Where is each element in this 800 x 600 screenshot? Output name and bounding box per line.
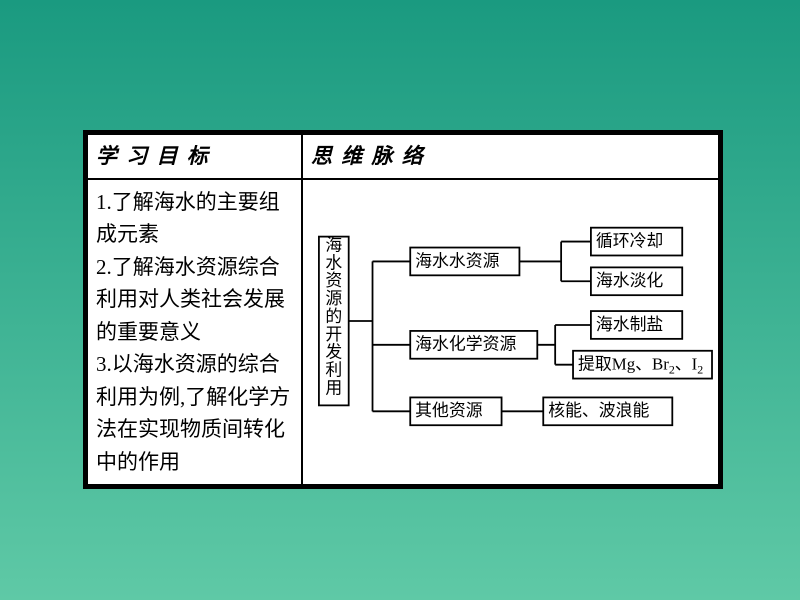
objective-item: 3.以海水资源的综合利用为例,了解化学方法在实现物质间转化中的作用 bbox=[96, 348, 293, 478]
node-root-label: 海水资源的开发利用 bbox=[325, 235, 342, 397]
objectives-cell: 1.了解海水的主要组成元素 2.了解海水资源综合利用对人类社会发展的重要意义 3… bbox=[87, 179, 302, 486]
two-column-table: 学 习 目 标 思 维 脉 络 1.了解海水的主要组成元素 2.了解海水资源综合… bbox=[86, 133, 720, 486]
objective-item: 2.了解海水资源综合利用对人类社会发展的重要意义 bbox=[96, 251, 293, 349]
mindmap-diagram: 海水资源的开发利用 海水水资源 海水化学资源 其他资源 bbox=[307, 186, 714, 454]
node-water-resource-label: 海水水资源 bbox=[415, 251, 499, 270]
node-salt-label: 海水制盐 bbox=[596, 314, 664, 333]
header-mindmap: 思 维 脉 络 bbox=[302, 134, 719, 179]
header-objectives: 学 习 目 标 bbox=[87, 134, 302, 179]
edge-root-bracket bbox=[349, 261, 411, 411]
edge-water-bracket bbox=[519, 241, 590, 281]
node-extract-mg-label: 提取Mg、Br2、I2 bbox=[578, 354, 703, 376]
diagram-cell: 海水资源的开发利用 海水水资源 海水化学资源 其他资源 bbox=[302, 179, 719, 486]
node-chem-resource-label: 海水化学资源 bbox=[415, 334, 516, 353]
node-other-resource-label: 其他资源 bbox=[415, 401, 483, 420]
node-nuclear-wave-label: 核能、波浪能 bbox=[548, 401, 649, 420]
node-desalination-label: 海水淡化 bbox=[596, 271, 664, 290]
objective-item: 1.了解海水的主要组成元素 bbox=[96, 186, 293, 251]
content-table: 学 习 目 标 思 维 脉 络 1.了解海水的主要组成元素 2.了解海水资源综合… bbox=[83, 130, 723, 489]
node-circ-cooling-label: 循环冷却 bbox=[596, 231, 663, 250]
